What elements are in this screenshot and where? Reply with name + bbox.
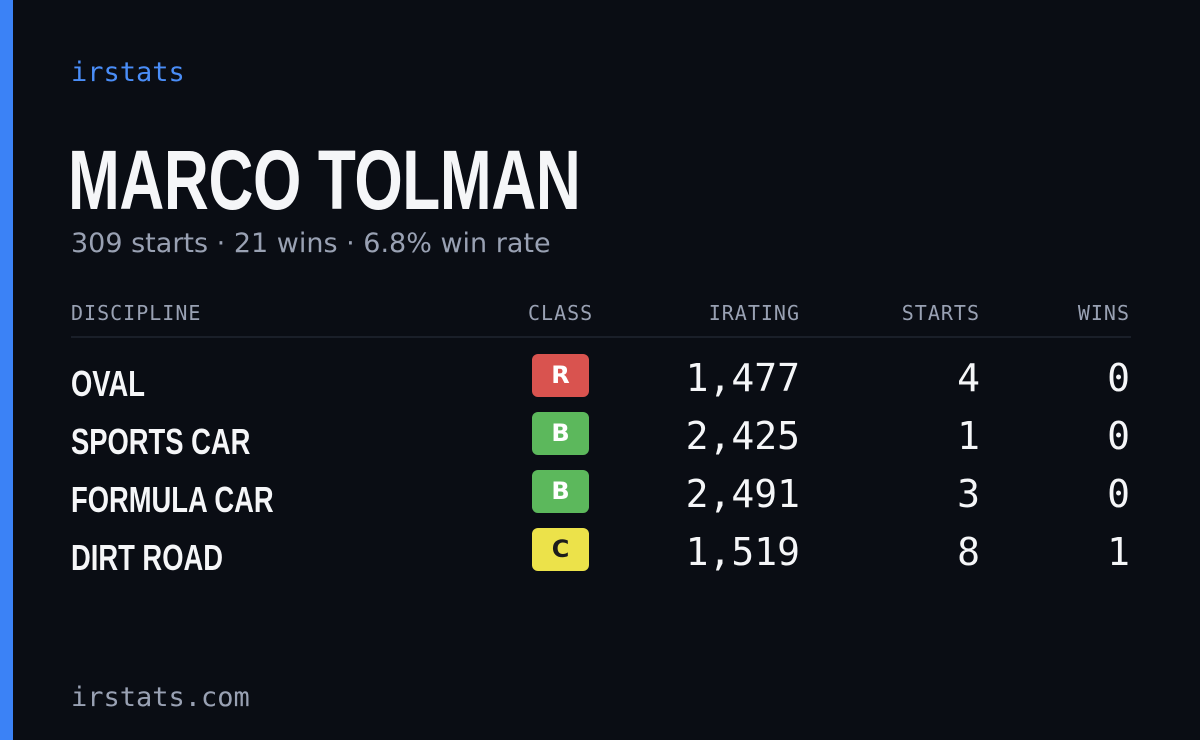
discipline-label: DIRT ROAD: [71, 537, 223, 578]
wins-value: 0: [1107, 356, 1130, 400]
discipline-table: OVAL R 1,477 4 0 SPORTS CAR B 2,425 1 0 …: [71, 350, 1131, 582]
table-row: DIRT ROAD C 1,519 8 1: [71, 524, 1131, 582]
irating-value: 1,477: [685, 356, 800, 400]
header-wins: WINS: [1077, 301, 1130, 325]
starts-value: 8: [957, 530, 980, 574]
class-badge: R: [532, 354, 589, 397]
starts-value: 1: [957, 414, 980, 458]
class-badge: C: [532, 528, 589, 571]
class-badge: B: [532, 412, 589, 455]
wins-value: 0: [1107, 414, 1130, 458]
wins-value: 1: [1107, 530, 1130, 574]
irating-value: 2,425: [685, 414, 800, 458]
discipline-label: OVAL: [71, 363, 145, 404]
header-class: CLASS: [528, 301, 594, 325]
driver-name: MARCO TOLMAN: [68, 133, 581, 227]
irating-value: 2,491: [685, 472, 800, 516]
header-discipline: DISCIPLINE: [71, 301, 202, 325]
accent-bar: [0, 0, 13, 740]
header-starts: STARTS: [901, 301, 980, 325]
brand-logo-text: irstats: [71, 57, 185, 88]
table-row: FORMULA CAR B 2,491 3 0: [71, 466, 1131, 524]
class-badge: B: [532, 470, 589, 513]
discipline-label: FORMULA CAR: [71, 479, 274, 520]
table-header: DISCIPLINE CLASS IRATING STARTS WINS: [71, 298, 1131, 328]
table-row: OVAL R 1,477 4 0: [71, 350, 1131, 408]
starts-value: 3: [957, 472, 980, 516]
starts-value: 4: [957, 356, 980, 400]
footer-url: irstats.com: [71, 682, 250, 713]
driver-summary: 309 starts · 21 wins · 6.8% win rate: [71, 228, 551, 259]
table-row: SPORTS CAR B 2,425 1 0: [71, 408, 1131, 466]
header-irating: IRATING: [708, 301, 800, 325]
header-divider: [71, 336, 1131, 338]
irating-value: 1,519: [685, 530, 800, 574]
wins-value: 0: [1107, 472, 1130, 516]
discipline-label: SPORTS CAR: [71, 421, 251, 462]
